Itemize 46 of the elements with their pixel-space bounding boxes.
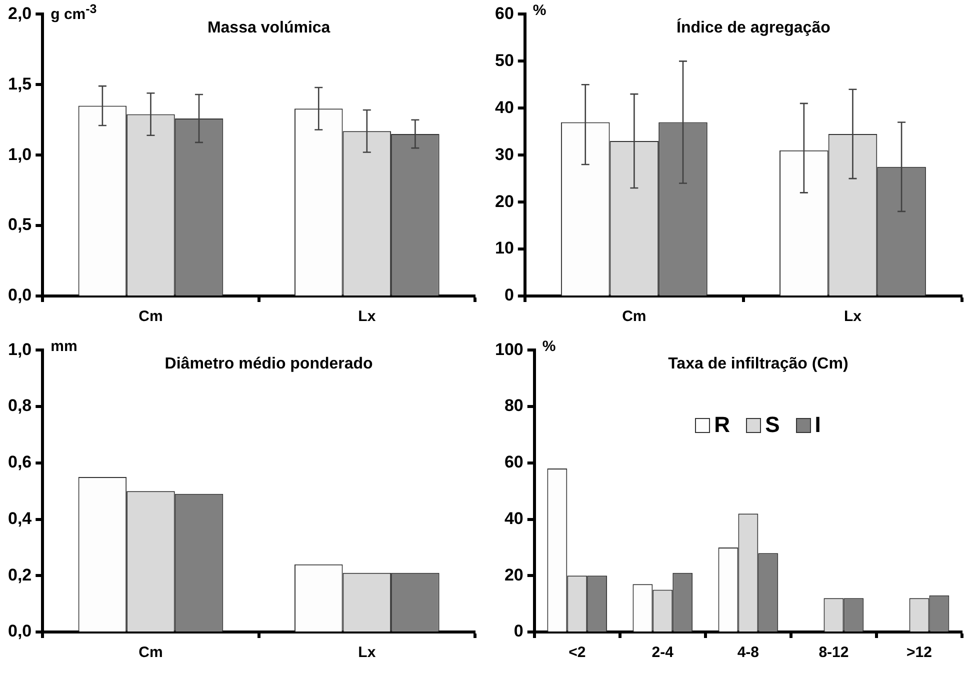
x-tick-label: Lx: [844, 308, 862, 326]
y-tick-label: 0,6: [8, 452, 32, 472]
y-tick-label: 40: [504, 508, 524, 528]
y-axis-title: g cm$^{-3}$: [50, 2, 97, 24]
y-tick-label: 60: [504, 452, 524, 472]
y-tick-label: 0,4: [8, 508, 32, 528]
y-tick-label: 40: [494, 98, 514, 117]
x-tick-label: 8-12: [818, 644, 849, 662]
y-tick-label: 1,5: [8, 74, 32, 94]
y-tick-label: 100: [494, 340, 524, 359]
y-tick-label: 0: [514, 622, 524, 641]
y-tick-label: 60: [494, 4, 514, 23]
x-tick-label: <2: [568, 644, 586, 662]
x-tick-label: Cm: [622, 308, 646, 326]
x-tick-label: Cm: [138, 644, 163, 662]
y-tick-label: 1,0: [8, 144, 32, 164]
y-tick-label: 10: [494, 238, 514, 258]
legend-label: S: [765, 412, 780, 438]
y-tick-label: 0: [504, 286, 514, 305]
y-axis-title: mm: [50, 338, 78, 356]
y-tick-label: 20: [494, 192, 514, 211]
x-tick-label: Lx: [358, 308, 376, 326]
chart-title: Taxa de infiltração (Cm): [668, 356, 848, 373]
y-tick-label: 50: [494, 50, 514, 70]
chart-title: Índice de agregação: [676, 18, 831, 37]
chart-title: Massa volúmica: [207, 20, 330, 37]
x-tick-label: 2-4: [652, 644, 674, 662]
legend-label: I: [814, 412, 821, 438]
y-tick-label: 30: [494, 144, 514, 164]
y-axis-title: %: [542, 338, 556, 356]
y-tick-label: 0,8: [8, 396, 32, 416]
x-tick-label: >12: [906, 644, 932, 662]
y-tick-label: 0,0: [8, 286, 32, 305]
y-tick-label: 0,5: [8, 215, 32, 234]
y-tick-label: 80: [504, 396, 524, 416]
y-tick-label: 0,2: [8, 565, 32, 584]
y-tick-label: 20: [504, 565, 524, 584]
x-tick-label: 4-8: [737, 644, 760, 662]
x-tick-label: Lx: [358, 644, 376, 662]
legend-label: R: [714, 412, 730, 438]
chart-title: Diâmetro médio ponderado: [164, 356, 374, 373]
x-tick-label: Cm: [138, 308, 163, 326]
y-tick-label: 2,0: [8, 4, 32, 23]
y-tick-label: 1,0: [8, 340, 32, 359]
y-axis-title: %: [532, 2, 546, 20]
y-tick-label: 0,0: [8, 622, 32, 641]
